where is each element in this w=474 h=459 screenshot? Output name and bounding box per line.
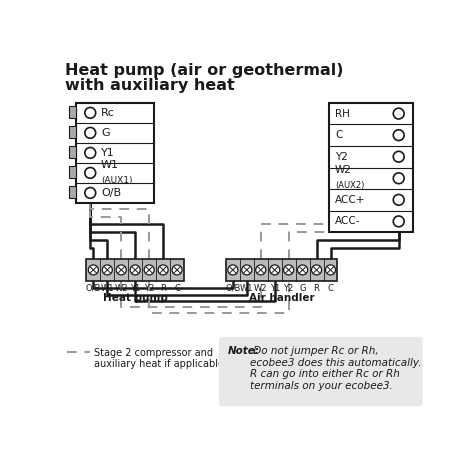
Text: W1: W1 [100,284,114,293]
Text: Stage 2 compressor and
auxiliary heat if applicable: Stage 2 compressor and auxiliary heat if… [94,347,224,369]
Text: W2: W2 [115,284,128,293]
Text: W1: W1 [240,284,254,293]
Circle shape [393,151,404,162]
Bar [226,259,337,281]
Text: C: C [335,130,343,140]
FancyBboxPatch shape [219,337,423,406]
Text: Rc: Rc [101,108,115,118]
Text: Air handler: Air handler [249,293,314,303]
Circle shape [144,265,154,275]
Text: Do not jumper Rc or Rh,
ecobee3 does this automatically.
R can go into either Rc: Do not jumper Rc or Rh, ecobee3 does thi… [250,346,421,391]
Text: Y1: Y1 [101,148,115,158]
Text: R: R [314,284,319,293]
Text: Y1: Y1 [270,284,280,293]
Text: RH: RH [335,109,350,118]
Text: Heat pump (air or geothermal): Heat pump (air or geothermal) [65,63,344,78]
Circle shape [88,265,99,275]
Text: O/B: O/B [225,284,240,293]
Text: G: G [300,284,306,293]
Circle shape [393,216,404,227]
Text: R: R [160,284,166,293]
Circle shape [158,265,168,275]
Circle shape [85,128,96,138]
Text: O/B: O/B [86,284,101,293]
Bar [69,166,76,178]
Bar [329,103,413,232]
Circle shape [393,130,404,140]
Circle shape [311,265,321,275]
Circle shape [102,265,112,275]
Text: W2: W2 [254,284,267,293]
Circle shape [242,265,252,275]
Circle shape [326,265,336,275]
Text: Y2: Y2 [335,152,348,162]
Circle shape [255,265,266,275]
Text: (AUX2): (AUX2) [335,181,365,190]
Bar [69,186,76,198]
Bar [69,146,76,158]
Text: W1: W1 [101,160,119,170]
Circle shape [393,195,404,205]
Text: Y2: Y2 [144,284,154,293]
Text: C: C [174,284,180,293]
Text: O/B: O/B [101,188,121,198]
Circle shape [393,108,404,119]
Text: Y2: Y2 [283,284,294,293]
Circle shape [85,168,96,178]
Circle shape [85,147,96,158]
Circle shape [298,265,308,275]
Circle shape [85,107,96,118]
Bar [86,259,184,281]
Text: ACC-: ACC- [335,216,361,226]
Circle shape [228,265,238,275]
Circle shape [116,265,126,275]
Text: Note:: Note: [228,346,260,356]
Text: Y1: Y1 [130,284,140,293]
Bar [69,126,76,138]
Circle shape [270,265,280,275]
Bar [69,106,76,118]
Text: C: C [328,284,333,293]
Bar [76,103,154,203]
Text: W2: W2 [335,165,352,175]
Text: with auxiliary heat: with auxiliary heat [65,78,235,93]
Circle shape [393,173,404,184]
Text: ACC+: ACC+ [335,195,365,205]
Text: G: G [101,128,109,138]
Circle shape [130,265,140,275]
Circle shape [283,265,294,275]
Circle shape [85,188,96,198]
Text: Heat pump: Heat pump [103,293,168,303]
Text: (AUX1): (AUX1) [101,176,133,185]
Circle shape [172,265,182,275]
